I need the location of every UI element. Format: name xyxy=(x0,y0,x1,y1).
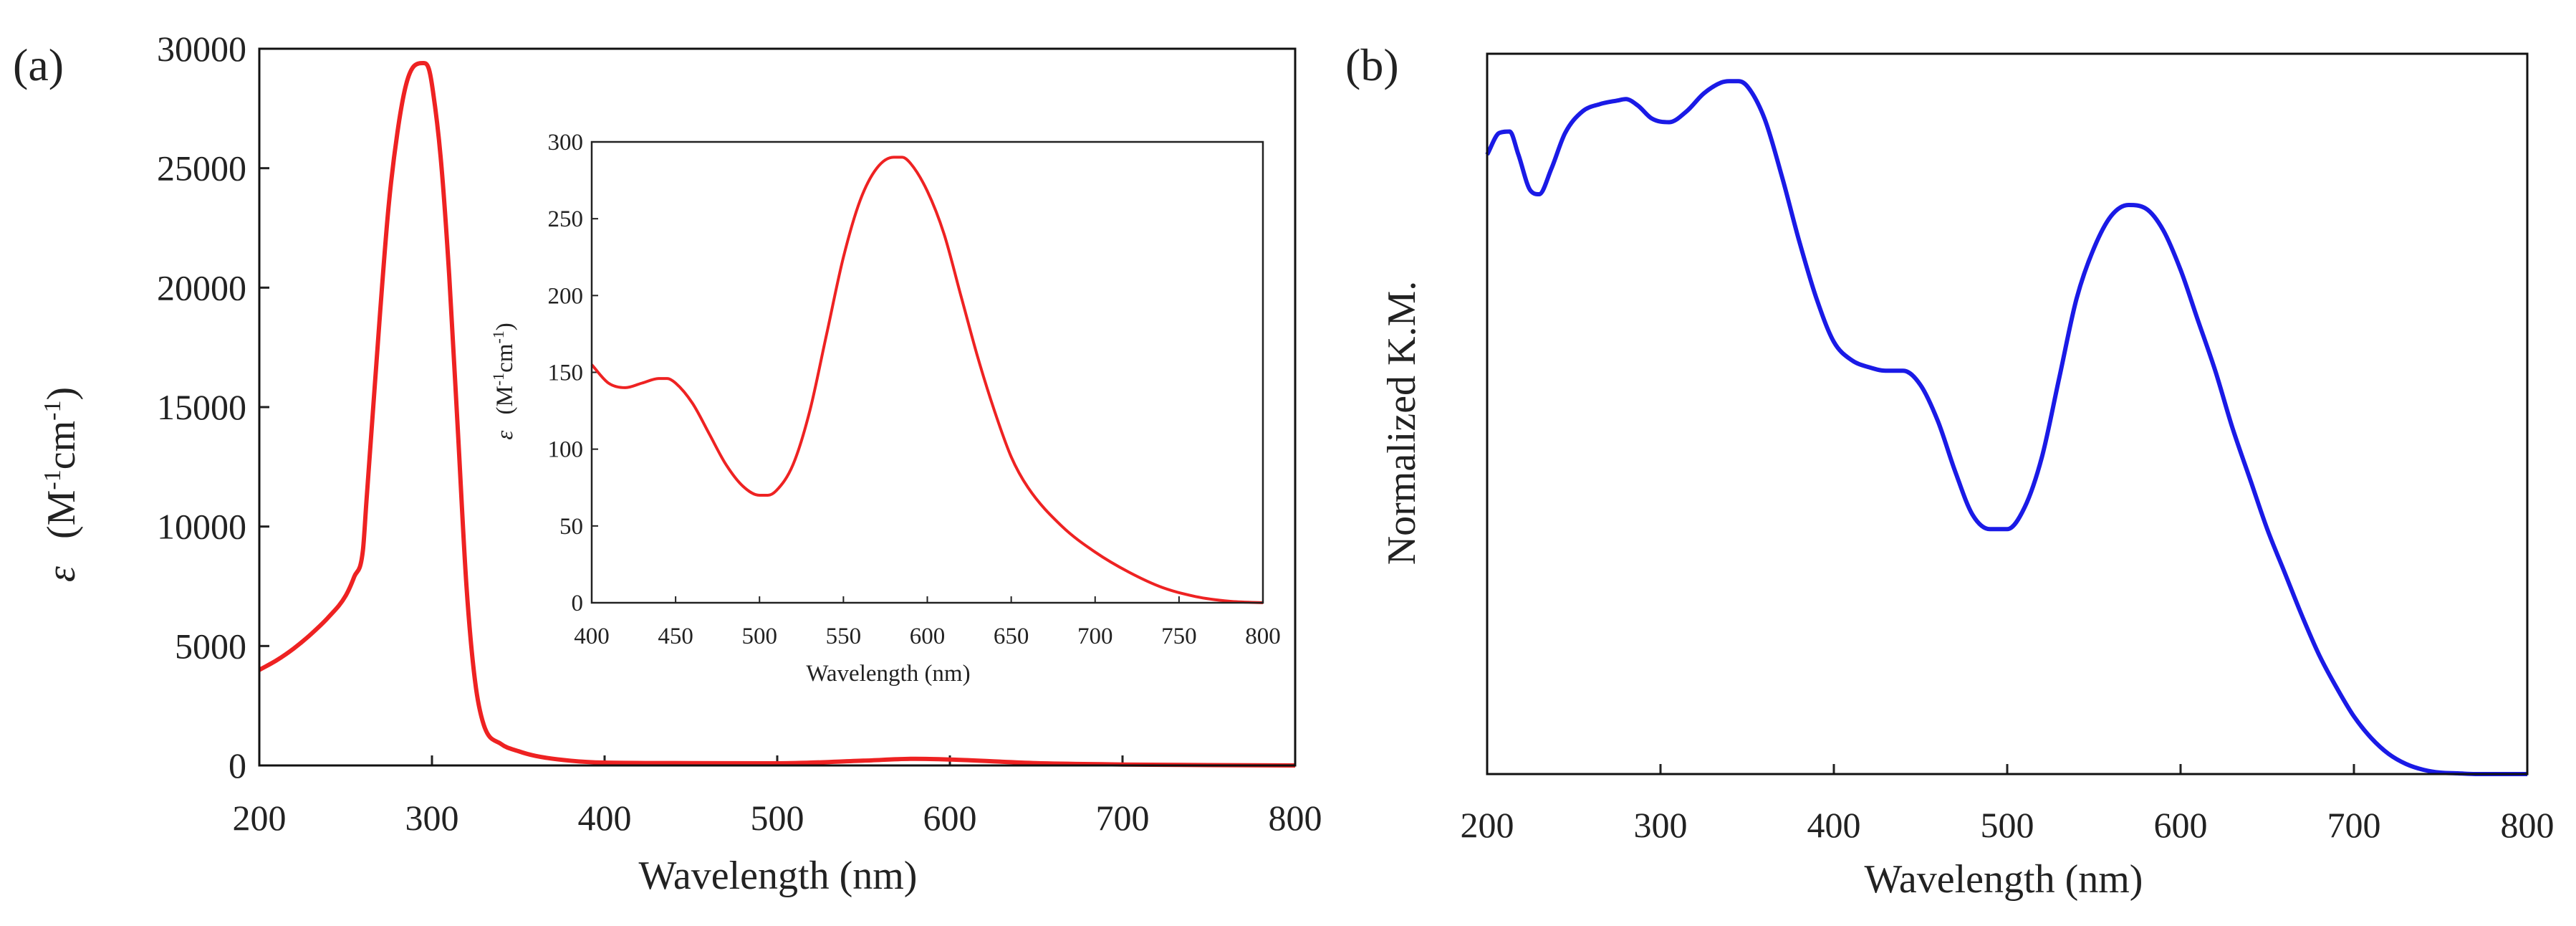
panel-b-y-axis-title: Normalized K.M. xyxy=(1380,281,1424,565)
panel-a-inset-background xyxy=(592,142,1265,606)
panel-a-main-plot-frame xyxy=(258,47,1297,767)
panel-a-main-chart: 200 300 400 500 600 700 800 050001000015000200… xyxy=(39,29,1322,898)
panel-a-main-x-axis-title: Wavelength (nm) xyxy=(639,854,918,898)
panel-a-main-y-tick-label: 15000 xyxy=(157,387,246,427)
panel-a-inset-x-tick-label: 550 xyxy=(826,624,862,649)
panel-a-inset-x-tick-label: 600 xyxy=(910,624,946,649)
panel-a-inset-y-tick-label: 250 xyxy=(548,206,584,232)
panel-a-main-x-tick-label: 200 xyxy=(233,798,287,838)
panel-a-main-x-tick-label: 800 xyxy=(1269,798,1322,838)
panel-a-inset-series-line xyxy=(590,156,1264,604)
panel-a-inset-y-tick-label: 200 xyxy=(548,283,584,309)
panel-a-main-x-tick-label: 300 xyxy=(405,798,459,838)
panel-a-inset-x-tick-label: 700 xyxy=(1077,624,1113,649)
panel-a-inset-y-axis-unit-exp1: -1 xyxy=(489,373,507,386)
panel-a-inset-x-axis-title: Wavelength (nm) xyxy=(806,661,970,687)
panel-a-main-y-tick-label: 30000 xyxy=(157,29,246,69)
panel-b-series-line xyxy=(1485,79,2527,776)
panel-a-label: (a) xyxy=(13,39,64,90)
panel-a-inset-x-tick-label: 450 xyxy=(658,624,693,649)
panel-a-main-x-tick-label: 700 xyxy=(1096,798,1150,838)
svg-text:ε (M-1cm-1): ε (M-1cm-1) xyxy=(39,387,84,582)
panel-a-main-x-tick-label: 600 xyxy=(923,798,977,838)
panel-b-label: (b) xyxy=(1345,39,1399,90)
panel-b-x-tick-label: 700 xyxy=(2327,805,2381,845)
panel-a-main-x-tick-label: 500 xyxy=(751,798,804,838)
panel-a-main-series-line xyxy=(258,61,1296,768)
panel-a-main-y-tick-label: 25000 xyxy=(157,148,246,188)
panel-a-inset-x-tick-label: 750 xyxy=(1161,624,1197,649)
panel-b-x-tick-label: 800 xyxy=(2501,805,2555,845)
panel-a-inset-y-tick-label: 0 xyxy=(572,591,584,616)
panel-a-inset-y-tick-label: 150 xyxy=(548,361,584,386)
svg-text:ε (M-1cm-1): ε (M-1cm-1) xyxy=(489,323,518,440)
panel-b-x-tick-label: 200 xyxy=(1461,805,1514,845)
panel-b-chart: 200 300 400 500 600 700 800 Wavelength (nm) No… xyxy=(1380,52,2555,902)
panel-a-main-y-axis-symbol: ε xyxy=(39,565,84,582)
panel-a-inset-y-axis-unit-cm: cm xyxy=(492,343,518,373)
panel-a-inset-y-axis-symbol: ε xyxy=(492,431,518,440)
panel-a-main-y-tick-label: 20000 xyxy=(157,267,246,307)
panel-a-main-y-tick-label: 10000 xyxy=(157,507,246,547)
panel-a-inset-x-tick-label: 800 xyxy=(1245,624,1281,649)
panel-a-main-y-axis-unit-m: M xyxy=(39,490,84,526)
panel-a-inset-y-tick-label: 50 xyxy=(559,514,583,540)
panel-b-plot-frame xyxy=(1486,52,2529,775)
panel-a-main-y-axis-unit-exp2: -1 xyxy=(39,401,66,421)
panel-a-inset-y-axis-unit-exp2: -1 xyxy=(489,330,507,343)
panel-b-x-tick-label: 500 xyxy=(1981,805,2034,845)
panel-b-x-tick-label: 300 xyxy=(1634,805,1688,845)
panel-a-main-x-tick-label: 400 xyxy=(578,798,632,838)
panel-b-x-tick-label: 600 xyxy=(2154,805,2208,845)
panel-a-main-y-axis-title: ε (M-1cm-1) xyxy=(39,387,84,582)
panel-b-x-axis-title: Wavelength (nm) xyxy=(1865,857,2143,902)
panel-b-x-tick-label: 400 xyxy=(1807,805,1861,845)
panel-a-inset-y-tick-label: 300 xyxy=(548,130,584,156)
panel-a-inset-y-tick-label: 100 xyxy=(548,437,584,463)
panel-a-inset-x-tick-label: 500 xyxy=(742,624,778,649)
panel-a-inset-x-tick-label: 650 xyxy=(994,624,1029,649)
panel-a-main-y-axis-unit-cm: cm xyxy=(39,421,84,469)
panel-a-main-y-tick-label: 5000 xyxy=(175,626,246,666)
panel-a-main-y-axis-unit-exp1: -1 xyxy=(39,469,66,490)
panel-a-inset-plot-frame xyxy=(590,140,1264,604)
panel-a-inset-chart: 400 450 500 550 600 650 700 750 800 0 50 100 150 200… xyxy=(489,130,1281,687)
panel-a-inset-y-axis-title: ε (M-1cm-1) xyxy=(489,323,518,440)
panel-a-inset-y-axis-unit-m: M xyxy=(492,386,518,406)
panel-a-main-y-tick-label: 0 xyxy=(229,745,246,786)
panel-a-inset-x-tick-label: 400 xyxy=(574,624,610,649)
